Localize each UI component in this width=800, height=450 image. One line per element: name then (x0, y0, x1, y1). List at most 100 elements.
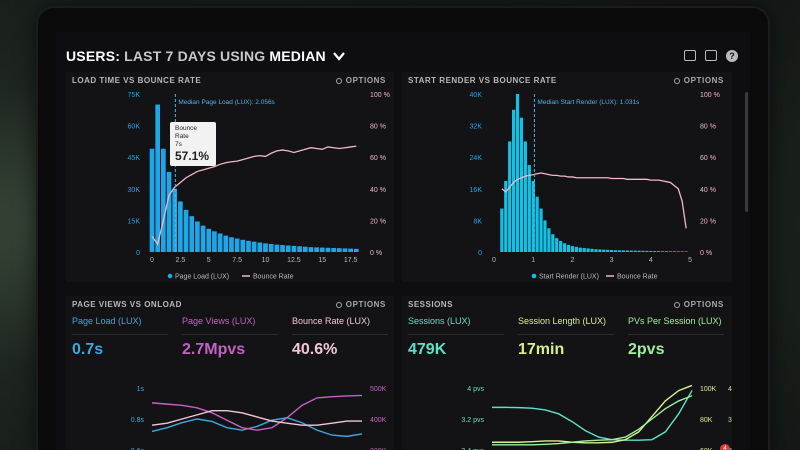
kpi-value: 2pvs (628, 341, 665, 358)
tooltip-sub: 7s (175, 141, 182, 148)
chevron-down-icon[interactable] (332, 49, 346, 63)
histogram-bar (586, 248, 590, 252)
panel-title: LOAD TIME VS BOUNCE RATE (72, 76, 202, 85)
header-period-label: LAST 7 DAYS (124, 48, 217, 64)
tooltip-value: 57.1% (175, 149, 210, 163)
histogram-bar (680, 251, 684, 252)
kpi-sessions[interactable]: Sessions (LUX) 479K (408, 316, 504, 359)
header-icon-group: ? (684, 50, 738, 62)
panel-title: PAGE VIEWS VS ONLOAD (72, 300, 182, 309)
y-tick-label-right: 40 min (728, 386, 732, 393)
dashboard-screen: USERS: LAST 7 DAYS USING MEDIAN ? LOAD T… (56, 32, 750, 450)
sessions-chart: 4 pvs 100K 40 min 3.2 pvs 80K 30 min 2.4 pvs 60… (461, 384, 732, 450)
histogram-bar (172, 188, 178, 252)
header-stat-label: MEDIAN (269, 48, 326, 64)
histogram-bar (331, 247, 336, 252)
kpi-page-views[interactable]: Page Views (LUX) 2.7Mpvs (182, 316, 278, 359)
histogram-bar (348, 248, 353, 252)
options-label: OPTIONS (683, 300, 724, 309)
histogram-bar (637, 250, 641, 252)
legend-label: Bounce Rate (253, 274, 294, 281)
median-marker-label: Median Page Load (LUX): 2.056s (178, 99, 275, 106)
y-tick-label-right: 40 % (700, 187, 716, 194)
histogram-bar (629, 250, 633, 252)
histogram-bar (234, 238, 240, 252)
panel-start-render: START RENDER VS BOUNCE RATE OPTIONS 40K 1… (402, 72, 732, 282)
image-icon[interactable] (705, 50, 717, 61)
kpi-pvs-per-session[interactable]: PVs Per Session (LUX) 2pvs (628, 316, 724, 359)
histogram-bar (149, 148, 155, 252)
y-tick-label-left: 1s (137, 386, 145, 393)
histogram-bar (274, 244, 280, 252)
histogram-bar (649, 250, 653, 252)
histogram-bar (508, 141, 512, 252)
panel-title: START RENDER VS BOUNCE RATE (408, 76, 557, 85)
kpi-divider (518, 334, 614, 335)
y-tick-label-right: 80K (700, 417, 713, 424)
y-tick-label-left: 45K (128, 155, 141, 162)
histogram-bar (257, 242, 263, 252)
gear-icon (335, 302, 342, 308)
x-tick-label: 5 (207, 257, 211, 264)
histogram-bar (641, 250, 645, 252)
gear-icon (673, 302, 680, 308)
legend-label: Bounce Rate (617, 274, 658, 281)
x-tick-label: 0 (150, 257, 154, 264)
options-button[interactable]: OPTIONS (335, 76, 386, 85)
kpi-session-length[interactable]: Session Length (LUX) 17min (518, 316, 614, 359)
y-tick-label-right: 60K (700, 448, 713, 450)
kpi-bounce-rate[interactable]: Bounce Rate (LUX) 40.6% (292, 316, 388, 359)
histogram-bar (353, 248, 359, 252)
histogram-bar (500, 208, 504, 252)
histogram-bar (166, 171, 172, 252)
histogram-bar (291, 245, 297, 252)
y-tick-label-left: 32K (470, 124, 483, 131)
options-button[interactable]: OPTIONS (673, 76, 724, 85)
y-tick-label-left: 30K (128, 187, 141, 194)
histogram-bar (657, 251, 661, 252)
dashboard-header[interactable]: USERS: LAST 7 DAYS USING MEDIAN (66, 46, 346, 66)
kpi-divider (408, 334, 504, 335)
histogram-bar (302, 246, 308, 252)
histogram-bar (342, 248, 348, 252)
histogram-bar (594, 249, 598, 252)
histogram-bar (547, 228, 551, 252)
histogram-bar (195, 221, 200, 252)
histogram-bar (668, 251, 673, 252)
kpi-page-load[interactable]: Page Load (LUX) 0.7s (72, 316, 168, 359)
y-tick-label-right: 30 min (728, 417, 732, 424)
legend-label: Page Load (LUX) (175, 274, 229, 281)
y-tick-label-right: 20 min (728, 448, 732, 450)
header-users-label: USERS: (66, 48, 121, 64)
histogram-bar (543, 220, 547, 252)
scrollbar[interactable] (745, 92, 748, 212)
kpi-label: PVs Per Session (LUX) (628, 316, 722, 326)
x-tick-label: 1 (531, 257, 535, 264)
x-tick-label: 12.5 (287, 257, 301, 264)
options-button[interactable]: OPTIONS (335, 300, 386, 309)
monitor-icon[interactable] (684, 50, 696, 61)
options-button[interactable]: OPTIONS (673, 300, 724, 309)
histogram-bar (515, 94, 520, 252)
median-marker-label: Median Start Render (LUX): 1.031s (537, 99, 640, 106)
histogram-bar (325, 247, 331, 252)
tooltip: Bounce Rate 7s 57.1% (170, 122, 216, 166)
bounce-rate-line (501, 172, 687, 229)
y-tick-label-left: 60K (128, 124, 141, 131)
y-tick-label-right: 80 % (370, 124, 386, 131)
y-tick-label-right: 20 % (370, 218, 386, 225)
kpi-value: 40.6% (292, 341, 338, 358)
histogram-bar (206, 228, 212, 252)
kpi-label: Sessions (LUX) (408, 316, 471, 326)
help-icon[interactable]: ? (726, 50, 738, 62)
panel-title: SESSIONS (408, 300, 453, 309)
kpi-label: Bounce Rate (LUX) (292, 316, 371, 326)
gear-icon (335, 78, 342, 84)
y-tick-label-right: 400K (370, 417, 387, 424)
histogram-bar (672, 251, 676, 252)
x-tick-label: 3 (610, 257, 614, 264)
histogram-bar (314, 247, 319, 252)
x-tick-label: 4 (649, 257, 653, 264)
histogram-bar (246, 240, 251, 252)
legend-marker-bars (531, 273, 537, 279)
